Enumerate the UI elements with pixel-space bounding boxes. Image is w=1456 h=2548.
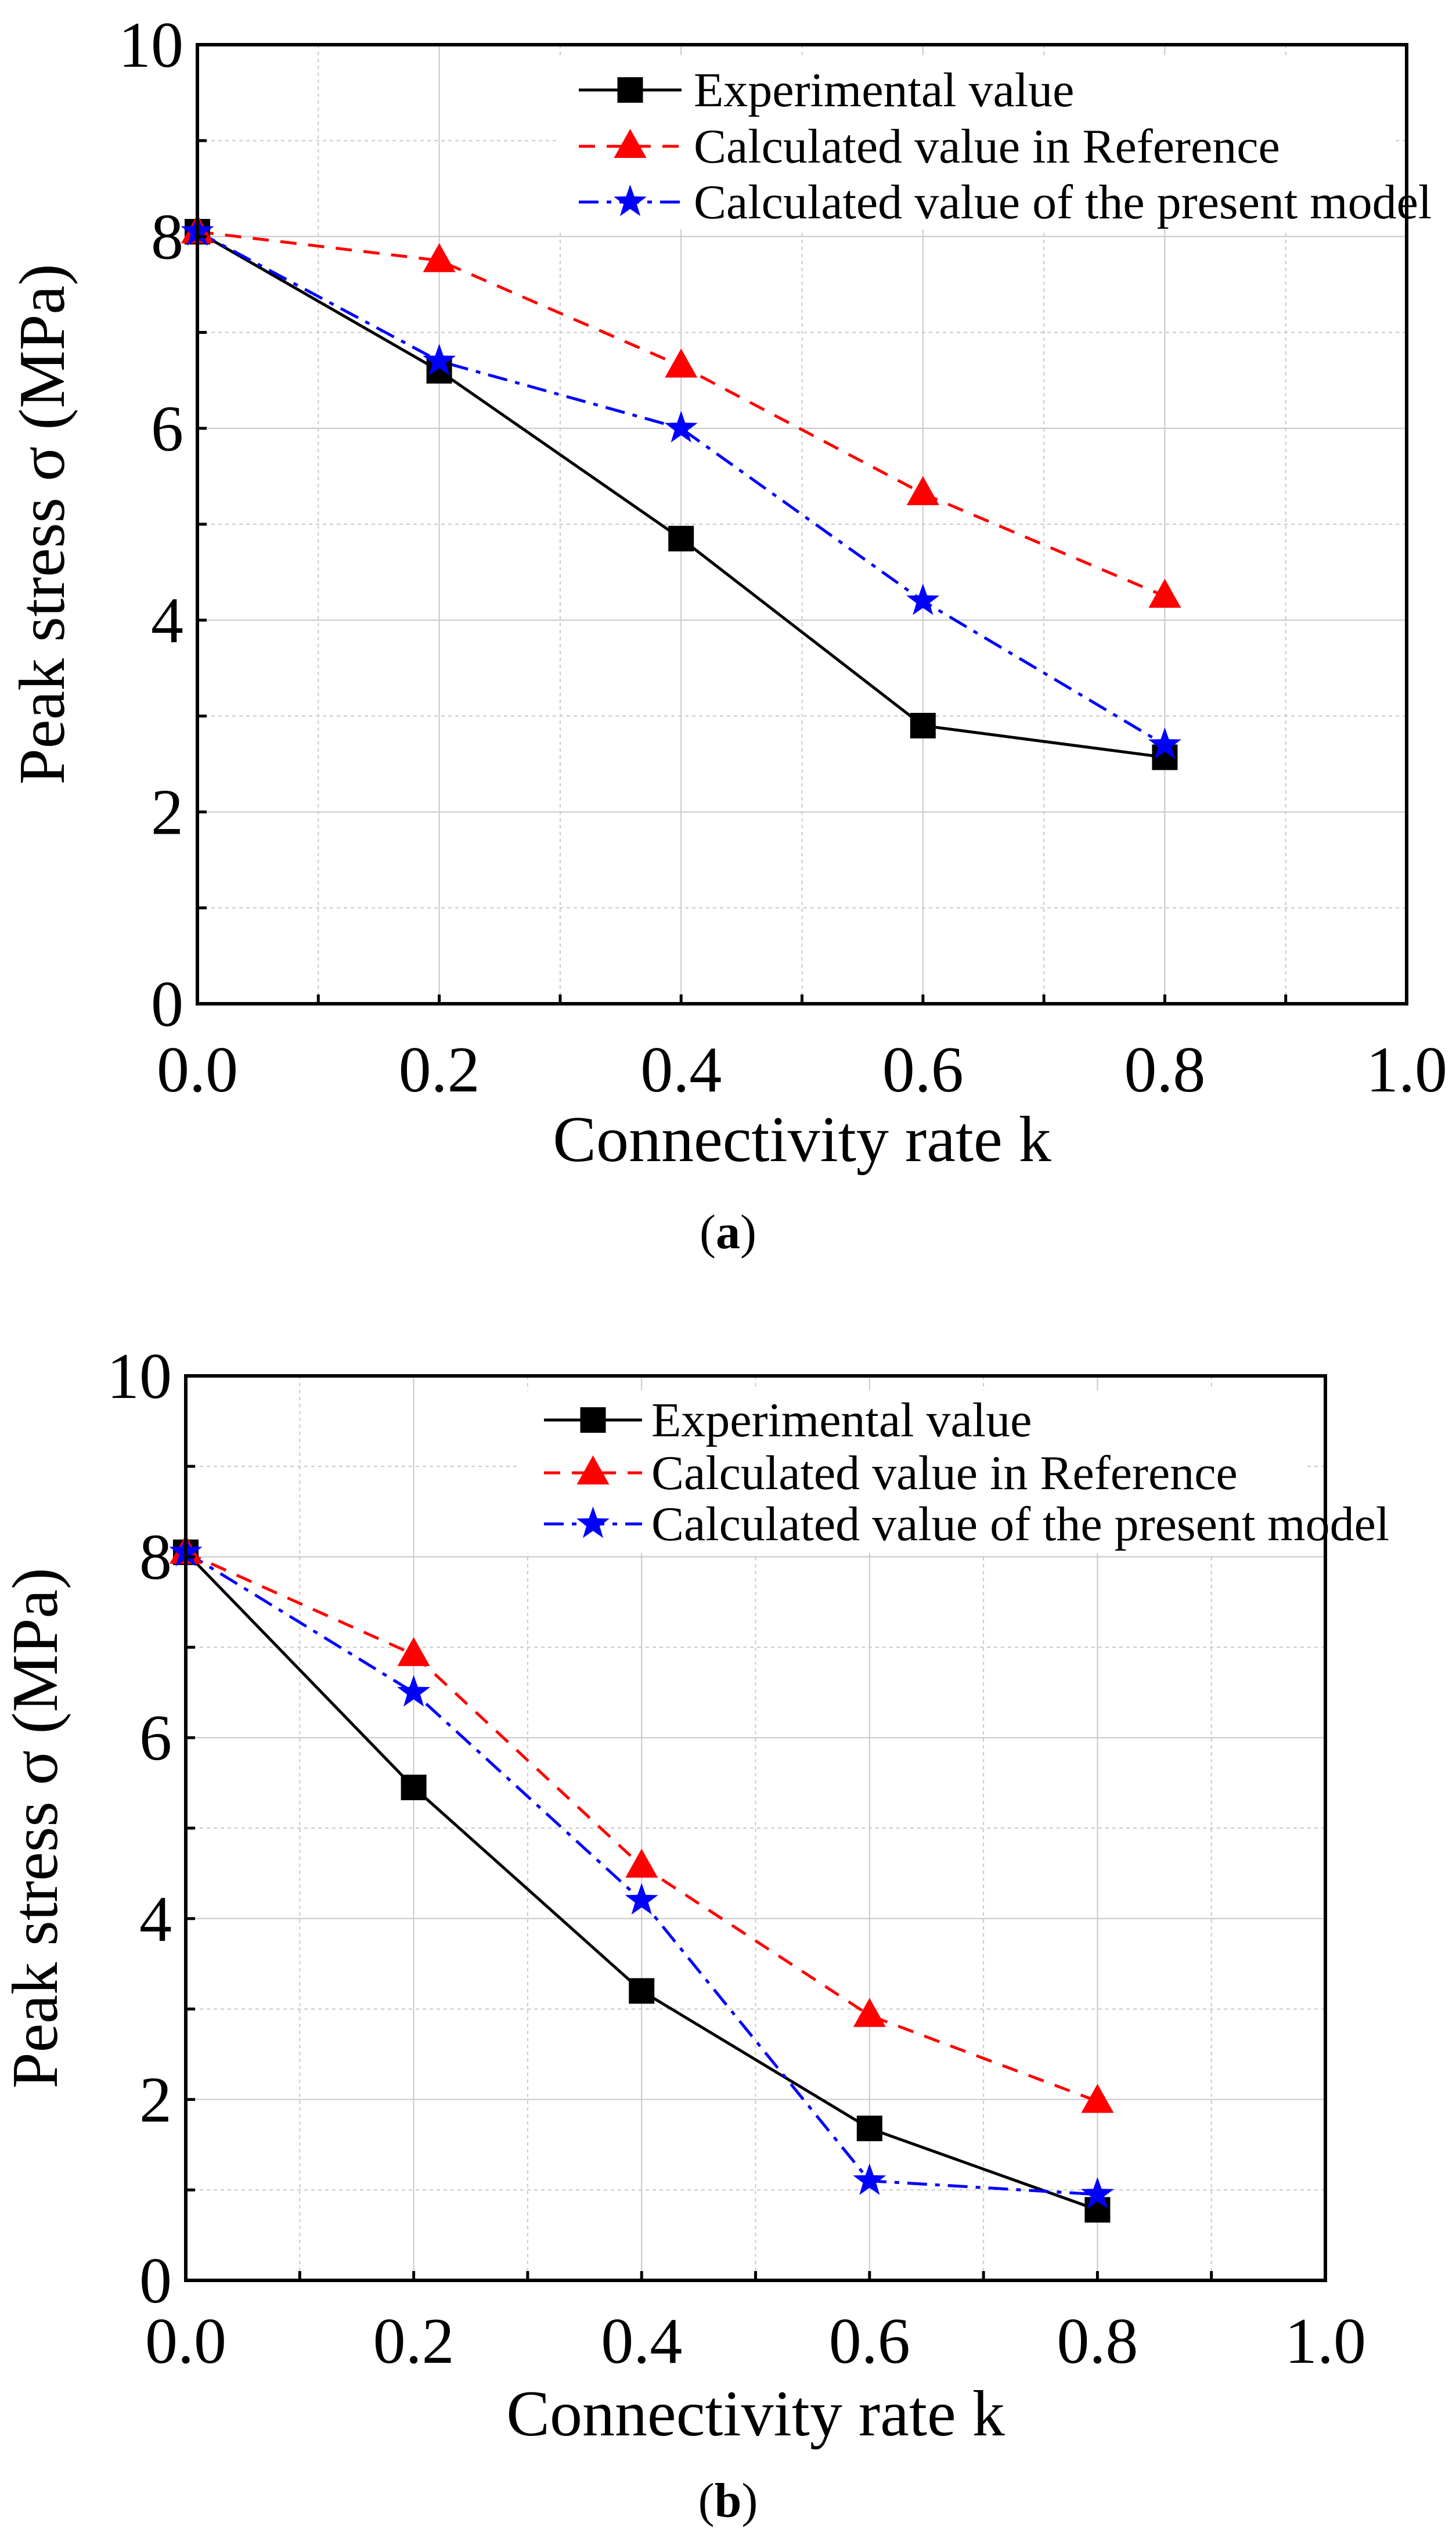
x-tick-label: 0.2 — [399, 1034, 480, 1106]
legend-marker — [576, 1455, 610, 1484]
legend-entry: Experimental value — [544, 1393, 1032, 1447]
y-tick-label: 10 — [107, 1340, 172, 1412]
data-point-marker — [665, 348, 698, 378]
x-tick-label: 1.0 — [1366, 1034, 1447, 1106]
data-point-marker — [625, 1883, 658, 1915]
y-tick-label: 4 — [139, 1883, 172, 1955]
data-point-marker — [1148, 727, 1181, 759]
legend-marker — [576, 1507, 610, 1538]
legend-marker — [580, 1407, 606, 1433]
data-point-marker — [397, 1675, 431, 1707]
legend-background — [557, 55, 1393, 229]
y-tick-label: 6 — [151, 393, 183, 465]
y-tick-label: 6 — [139, 1702, 172, 1774]
data-point-marker — [906, 476, 939, 506]
chart-panel-a: 0.0 0.2 0.4 0.6 0.8 1.0 0 2 4 6 8 10 Connectivity ra… — [6, 9, 1447, 1259]
x-tick-label: 1.0 — [1285, 2305, 1366, 2377]
x-axis-title: Connectivity rate k — [553, 1104, 1051, 1176]
x-tick-label: 0.6 — [829, 2305, 910, 2377]
caption-letter: b — [715, 2474, 742, 2528]
data-point-marker — [1081, 2084, 1114, 2113]
data-point-marker — [853, 2163, 886, 2195]
legend-entry: Calculated value of the present model — [579, 175, 1432, 229]
y-tick-label: 10 — [118, 9, 183, 81]
legend-entry: Calculated value of the present model — [544, 1497, 1389, 1551]
data-point-marker — [668, 525, 694, 552]
legend-background — [517, 1390, 1306, 1553]
x-tick-label: 0.6 — [882, 1034, 964, 1106]
y-axis-title: Peak stress σ (MPa) — [0, 1567, 71, 2088]
y-tick-label: 0 — [139, 2245, 172, 2317]
caption-open: ( — [698, 2474, 715, 2528]
data-point-marker — [629, 1978, 655, 2004]
y-tick-label: 2 — [139, 2064, 172, 2136]
x-tick-label: 0.8 — [1124, 1034, 1205, 1106]
legend-label: Calculated value of the present model — [651, 1497, 1389, 1551]
y-axis-title: Peak stress σ (MPa) — [6, 264, 78, 784]
x-tick-label: 0.2 — [373, 2305, 455, 2377]
data-point-marker — [1080, 2177, 1114, 2209]
y-tick-label: 2 — [151, 777, 183, 849]
x-tick-label: 0.8 — [1057, 2305, 1138, 2377]
legend-entry: Calculated value in Reference — [579, 120, 1280, 174]
x-axis-title: Connectivity rate k — [506, 2378, 1004, 2450]
x-tick-label: 0.0 — [145, 2305, 226, 2377]
data-point-marker — [664, 410, 698, 443]
legend-label: Experimental value — [694, 63, 1074, 117]
legend-entry: Calculated value in Reference — [544, 1446, 1238, 1500]
legend-label: Calculated value in Reference — [651, 1446, 1238, 1500]
data-point-marker — [397, 1637, 430, 1666]
figure-caption: (b) — [698, 2474, 758, 2528]
legend-marker — [614, 129, 647, 158]
data-point-marker — [401, 1774, 427, 1800]
caption-close: ) — [741, 2474, 758, 2528]
data-point-marker — [625, 1848, 658, 1878]
data-point-marker — [423, 344, 456, 376]
figure-caption: (a) — [700, 1205, 756, 1259]
data-point-marker — [910, 712, 936, 738]
x-tick-label: 0.0 — [157, 1034, 238, 1106]
data-point-marker — [856, 2115, 882, 2142]
data-point-marker — [906, 583, 940, 615]
legend-marker — [617, 77, 643, 103]
y-tick-label: 0 — [151, 968, 183, 1040]
x-tick-label: 0.4 — [601, 2305, 682, 2377]
data-point-marker — [1148, 578, 1181, 608]
legend-marker — [614, 185, 647, 217]
legend-label: Calculated value of the present model — [694, 175, 1432, 229]
data-point-marker — [853, 1998, 886, 2027]
data-point-marker — [423, 243, 456, 272]
caption-close: ) — [740, 1205, 756, 1259]
legend-label: Calculated value in Reference — [694, 120, 1280, 174]
caption-letter: a — [716, 1205, 740, 1259]
chart-panel-b: 0.0 0.2 0.4 0.6 0.8 1.0 0 2 4 6 8 10 Connectivity ra… — [0, 1340, 1389, 2528]
y-tick-label: 8 — [151, 201, 183, 273]
caption-open: ( — [700, 1205, 716, 1259]
legend-label: Experimental value — [651, 1393, 1032, 1447]
x-tick-label: 0.4 — [640, 1034, 722, 1106]
y-tick-label: 8 — [139, 1522, 172, 1594]
legend-entry: Experimental value — [579, 63, 1074, 117]
y-tick-label: 4 — [151, 585, 183, 657]
